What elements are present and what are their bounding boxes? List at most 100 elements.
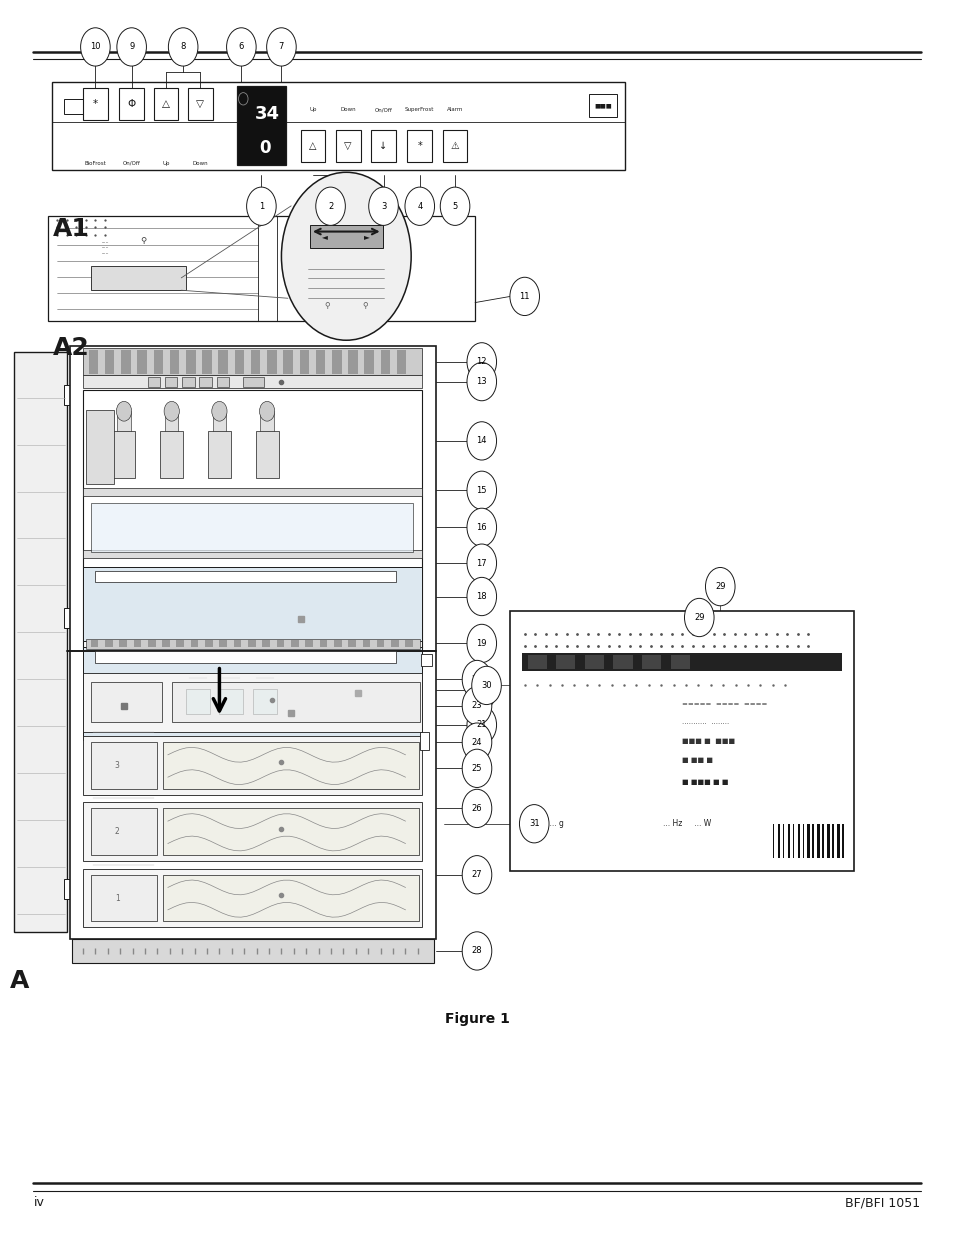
Bar bbox=[14, 352, 67, 932]
Bar bbox=[772, 824, 774, 858]
Bar bbox=[105, 640, 112, 647]
Text: ▽: ▽ bbox=[344, 141, 352, 152]
Text: 29: 29 bbox=[693, 613, 704, 622]
Bar bbox=[800, 824, 801, 858]
Text: 28: 28 bbox=[471, 946, 482, 956]
Bar bbox=[191, 640, 198, 647]
Circle shape bbox=[116, 28, 147, 65]
Text: 4: 4 bbox=[416, 201, 422, 211]
Text: 7: 7 bbox=[278, 42, 284, 52]
Bar bbox=[172, 682, 419, 722]
Circle shape bbox=[467, 578, 496, 616]
Text: 19: 19 bbox=[476, 638, 487, 648]
Bar bbox=[299, 350, 309, 374]
Circle shape bbox=[116, 401, 132, 421]
Bar bbox=[236, 86, 286, 165]
Bar bbox=[233, 640, 241, 647]
Bar bbox=[163, 742, 418, 789]
Bar bbox=[188, 88, 213, 120]
Bar bbox=[380, 350, 390, 374]
Text: △: △ bbox=[162, 99, 170, 109]
Text: Φ: Φ bbox=[128, 99, 135, 109]
Bar bbox=[248, 640, 255, 647]
Text: 3: 3 bbox=[114, 761, 120, 769]
Text: 9: 9 bbox=[129, 42, 134, 52]
Bar bbox=[83, 567, 421, 641]
Text: A2: A2 bbox=[52, 336, 90, 359]
Text: 2: 2 bbox=[115, 827, 119, 836]
Text: 13: 13 bbox=[476, 377, 487, 387]
Bar bbox=[48, 216, 475, 321]
Text: 18: 18 bbox=[476, 592, 487, 601]
Bar bbox=[283, 350, 293, 374]
Circle shape bbox=[461, 856, 492, 894]
Circle shape bbox=[509, 277, 539, 316]
Text: Figure 1: Figure 1 bbox=[444, 1011, 509, 1026]
Bar bbox=[91, 682, 162, 722]
Bar bbox=[153, 350, 163, 374]
Bar bbox=[831, 824, 833, 858]
Bar bbox=[527, 655, 546, 669]
Text: ... Hz     ... W: ... Hz ... W bbox=[662, 819, 711, 829]
Circle shape bbox=[246, 186, 276, 226]
Bar bbox=[291, 640, 298, 647]
Text: ...........  ........: ........... ........ bbox=[681, 720, 729, 725]
Text: ⚲: ⚲ bbox=[324, 301, 330, 310]
Bar bbox=[153, 88, 178, 120]
Bar bbox=[91, 874, 157, 921]
Bar bbox=[253, 689, 276, 714]
Bar bbox=[837, 824, 839, 858]
Bar bbox=[396, 350, 406, 374]
Bar bbox=[784, 824, 787, 858]
Bar bbox=[829, 824, 831, 858]
Bar bbox=[163, 809, 418, 855]
Circle shape bbox=[704, 568, 734, 606]
Bar bbox=[243, 377, 264, 387]
Text: 8: 8 bbox=[180, 42, 186, 52]
Text: 17: 17 bbox=[476, 558, 487, 568]
Bar bbox=[91, 266, 186, 290]
Text: On/Off: On/Off bbox=[123, 161, 140, 165]
Text: 12: 12 bbox=[476, 357, 487, 367]
Bar bbox=[91, 640, 98, 647]
Bar bbox=[148, 640, 155, 647]
Bar bbox=[817, 824, 819, 858]
Bar bbox=[64, 608, 75, 627]
Bar bbox=[809, 824, 812, 858]
Circle shape bbox=[467, 543, 496, 583]
Text: BioFrost: BioFrost bbox=[85, 161, 106, 165]
Bar bbox=[119, 88, 144, 120]
Bar bbox=[219, 640, 227, 647]
Bar bbox=[834, 824, 837, 858]
Circle shape bbox=[461, 789, 492, 827]
Bar bbox=[841, 824, 842, 858]
Bar bbox=[419, 732, 429, 750]
Text: 5: 5 bbox=[452, 201, 457, 211]
Text: 21: 21 bbox=[476, 720, 487, 730]
Text: 3: 3 bbox=[380, 201, 386, 211]
Text: R ... β ... g: R ... β ... g bbox=[524, 819, 563, 829]
Bar bbox=[806, 824, 809, 858]
Circle shape bbox=[226, 28, 255, 65]
Bar bbox=[420, 653, 432, 666]
Bar bbox=[186, 689, 210, 714]
Bar bbox=[276, 640, 284, 647]
Bar bbox=[165, 377, 177, 387]
Bar bbox=[160, 431, 183, 478]
Text: *: * bbox=[92, 99, 98, 109]
Bar bbox=[364, 350, 374, 374]
Text: ◄: ◄ bbox=[322, 232, 328, 241]
Circle shape bbox=[212, 401, 227, 421]
Bar bbox=[804, 824, 806, 858]
Circle shape bbox=[518, 805, 549, 844]
Bar bbox=[95, 651, 395, 663]
Bar bbox=[584, 655, 603, 669]
Text: 1: 1 bbox=[258, 201, 264, 211]
Bar bbox=[112, 431, 135, 478]
Bar bbox=[64, 99, 85, 114]
Circle shape bbox=[461, 661, 492, 699]
Text: 29: 29 bbox=[714, 582, 725, 592]
Bar bbox=[826, 824, 829, 858]
Bar bbox=[148, 377, 160, 387]
Circle shape bbox=[461, 931, 492, 971]
